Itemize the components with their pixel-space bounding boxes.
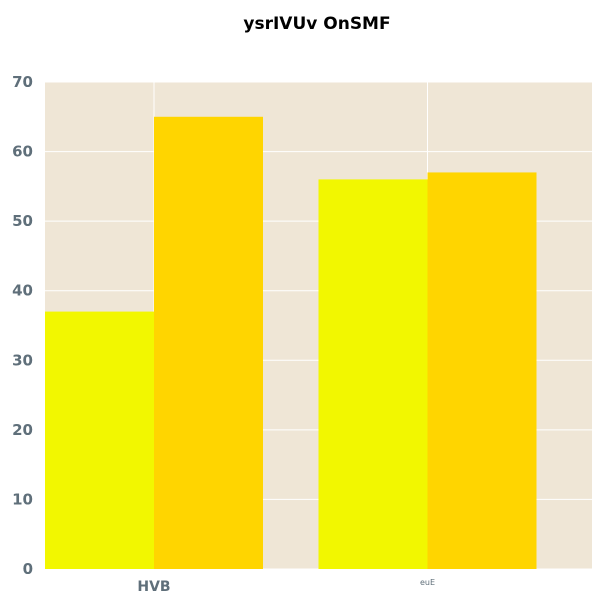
x-tick-label-0: HVB <box>137 579 170 595</box>
bar-series2-HVB <box>154 116 263 570</box>
y-tick-label-2: 20 <box>12 421 33 439</box>
y-axis-ticks: 0 10 20 30 40 50 60 70 <box>12 73 33 578</box>
bar-series2-euE <box>427 172 537 569</box>
y-tick-label-1: 10 <box>12 490 33 508</box>
y-tick-label-5: 50 <box>12 212 33 230</box>
x-axis-ticks: HVB euE <box>137 578 435 595</box>
y-tick-label-4: 40 <box>12 282 33 300</box>
bar-series1-euE <box>318 179 428 569</box>
y-tick-label-6: 60 <box>12 143 33 161</box>
x-tick-label-1: euE <box>420 578 435 587</box>
bars <box>45 116 537 570</box>
y-tick-label-7: 70 <box>12 73 33 91</box>
chart-title: ysrIVUv OnSMF <box>243 14 390 34</box>
bar-series1-HVB <box>45 311 154 569</box>
y-tick-label-3: 30 <box>12 351 33 369</box>
y-tick-label-0: 0 <box>23 560 33 578</box>
